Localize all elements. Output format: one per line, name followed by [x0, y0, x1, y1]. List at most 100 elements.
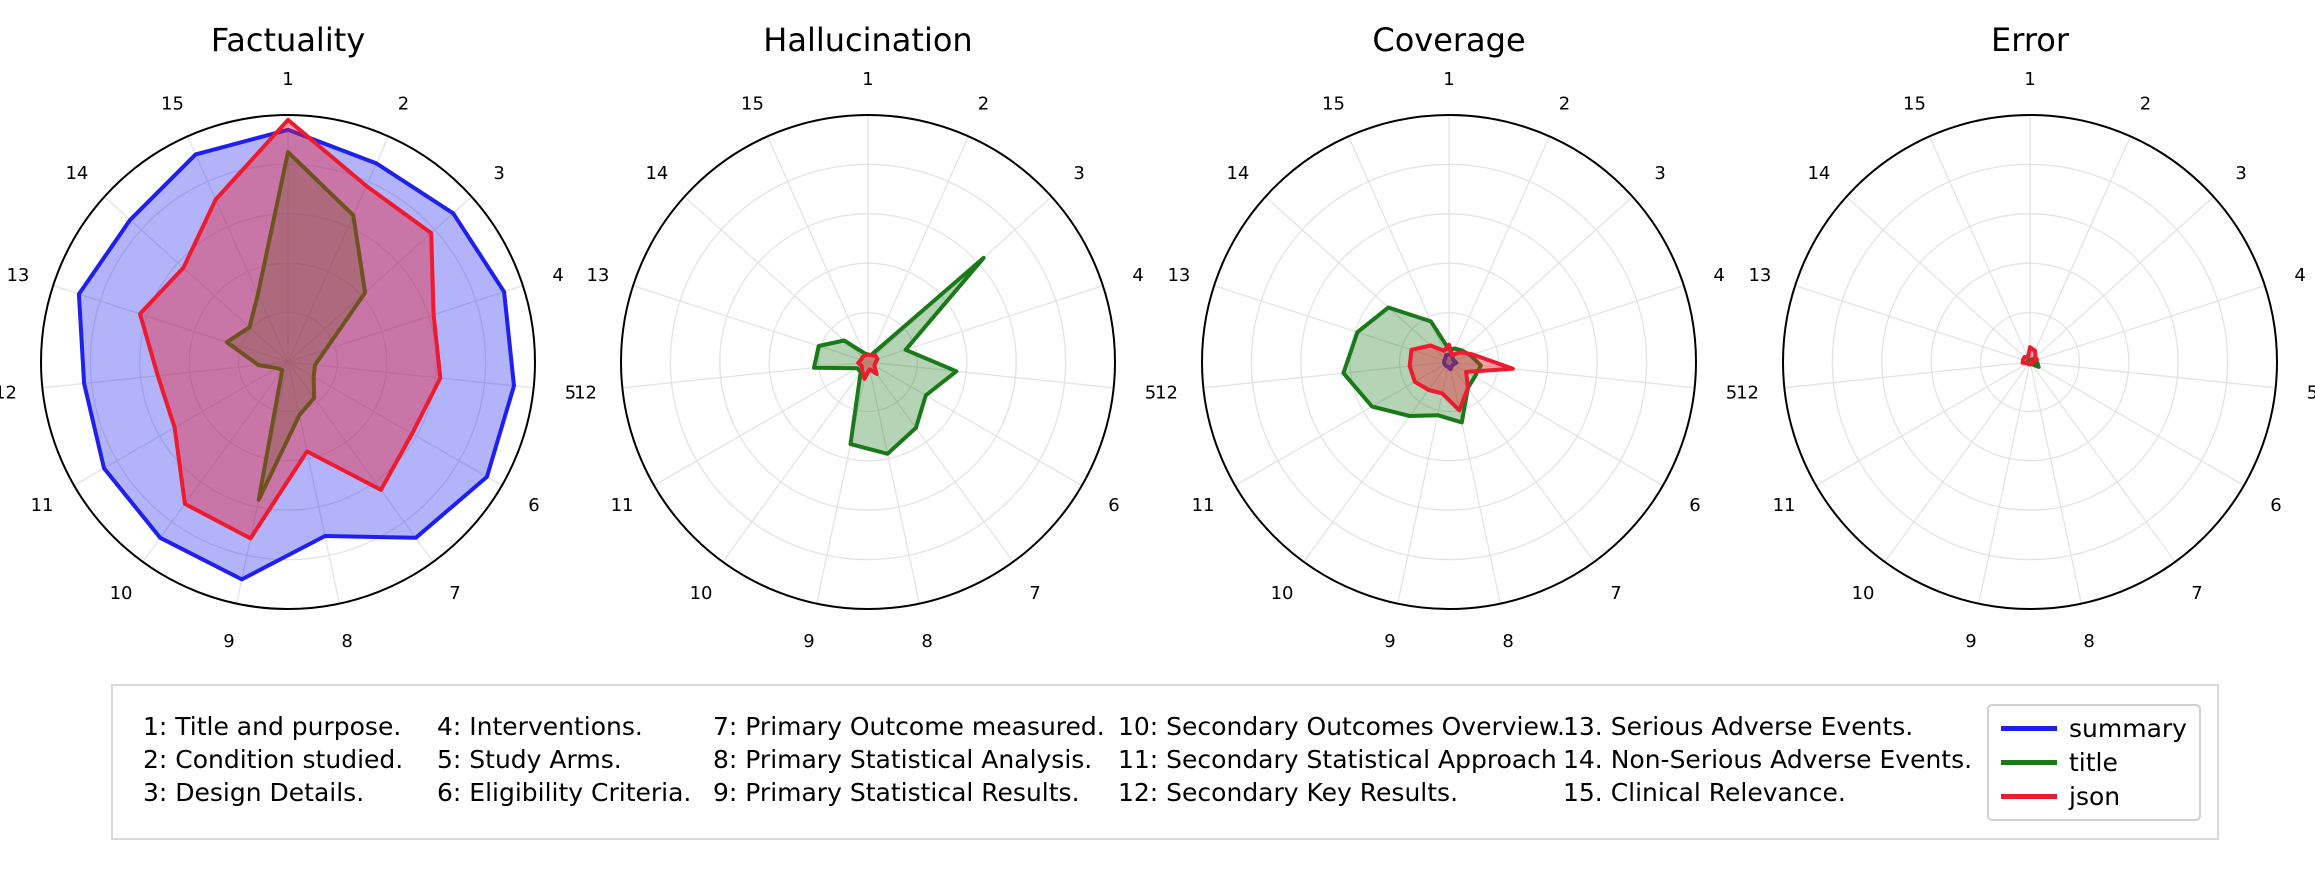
- axis-tick-label: 5: [1145, 383, 1156, 404]
- series-json-area: [856, 352, 880, 381]
- series-json-area: [1407, 342, 1515, 413]
- axis-tick-label: 1: [282, 69, 293, 90]
- grid-spoke: [1448, 361, 1501, 604]
- radar-outer-circle: [1201, 114, 1697, 610]
- axis-tick-label: 14: [645, 163, 668, 184]
- legend-label-json: json: [2069, 782, 2121, 811]
- axis-tick-label: 12: [574, 383, 597, 404]
- axis-tick-label: 15: [161, 94, 184, 115]
- axis-tick-label: 9: [223, 631, 234, 652]
- grid-spoke: [867, 361, 1114, 389]
- axis-tick-label: 11: [1192, 495, 1215, 516]
- key-item: 3: Design Details.: [143, 778, 365, 807]
- key-item: 13. Serious Adverse Events.: [1563, 712, 1914, 741]
- grid-spoke: [632, 285, 869, 363]
- key-column-2: 4: Interventions. 5: Study Arms. 6: Elig…: [437, 710, 691, 809]
- axis-tick-label: 2: [1559, 94, 1570, 115]
- grid-spoke: [2029, 361, 2245, 487]
- axis-tick-label: 13: [1167, 265, 1190, 286]
- axis-tick-label: 14: [1807, 163, 1830, 184]
- grid-spoke: [1448, 136, 1551, 363]
- grid-spoke: [1928, 136, 2031, 363]
- key-item: 7: Primary Outcome measured.: [713, 712, 1105, 741]
- grid-spoke: [1448, 196, 1633, 363]
- axis-tick-label: 10: [1852, 583, 1875, 604]
- legend-swatch-json: [2001, 794, 2057, 799]
- axis-tick-label: 15: [741, 94, 764, 115]
- axis-tick-label: 4: [552, 265, 563, 286]
- radar-outer-circle: [1782, 114, 2278, 610]
- key-item: 5: Study Arms.: [437, 745, 622, 774]
- axis-tick-label: 5: [1726, 383, 1737, 404]
- axis-tick-label: 14: [65, 163, 88, 184]
- grid-spoke: [2029, 361, 2176, 563]
- key-item: 9: Primary Statistical Results.: [713, 778, 1080, 807]
- grid-spoke: [1397, 361, 1450, 604]
- key-item: 2: Condition studied.: [143, 745, 404, 774]
- key-column-1: 1: Title and purpose. 2: Condition studi…: [143, 710, 403, 809]
- grid-spoke: [2029, 136, 2132, 363]
- radar-outer-circle: [620, 114, 1116, 610]
- axis-tick-label: 14: [1226, 163, 1249, 184]
- grid-spoke: [1303, 361, 1450, 563]
- key-column-5: 13. Serious Adverse Events. 14. Non-Seri…: [1563, 710, 1972, 809]
- axis-tick-label: 11: [1773, 495, 1796, 516]
- grid-spoke: [104, 196, 289, 363]
- axis-tick-label: 6: [528, 495, 539, 516]
- grid-spoke: [653, 361, 869, 487]
- axis-tick-label: 5: [565, 383, 576, 404]
- legend-label-title: title: [2069, 748, 2118, 777]
- grid-spoke: [2029, 285, 2266, 363]
- key-item: 8: Primary Statistical Analysis.: [713, 745, 1093, 774]
- grid-spoke: [867, 361, 920, 604]
- axis-tick-label: 3: [1654, 163, 1665, 184]
- axis-tick-label: 15: [1322, 94, 1345, 115]
- key-item: 4: Interventions.: [437, 712, 643, 741]
- series-title-area: [812, 255, 986, 456]
- chart-title: Coverage: [1372, 21, 1525, 59]
- grid-spoke: [1448, 361, 1595, 563]
- grid-spoke: [186, 136, 289, 363]
- axis-tick-label: 3: [2235, 163, 2246, 184]
- key-column-4: 10: Secondary Outcomes Overview. 11: Sec…: [1118, 710, 1565, 809]
- grid-spoke: [1448, 285, 1685, 363]
- axis-tick-label: 8: [2083, 631, 2094, 652]
- grid-spoke: [867, 361, 1083, 487]
- grid-spoke: [1265, 196, 1450, 363]
- axis-tick-label: 2: [398, 94, 409, 115]
- key-item: 11: Secondary Statistical Approach: [1118, 745, 1557, 774]
- grid-spoke: [867, 361, 1014, 563]
- legend-swatch-title: [2001, 760, 2057, 765]
- axis-tick-label: 4: [2294, 265, 2305, 286]
- axis-tick-label: 4: [1132, 265, 1143, 286]
- grid-spoke: [766, 136, 869, 363]
- axis-tick-label: 1: [2024, 69, 2035, 90]
- legend-label-summary: summary: [2069, 714, 2187, 743]
- axis-tick-label: 10: [110, 583, 133, 604]
- axis-tick-label: 4: [1713, 265, 1724, 286]
- axis-tick-label: 12: [1155, 383, 1178, 404]
- axis-tick-label: 7: [2191, 583, 2202, 604]
- axis-tick-label: 9: [1965, 631, 1976, 652]
- axis-tick-label: 9: [803, 631, 814, 652]
- grid-spoke: [287, 196, 472, 363]
- chart-title: Factuality: [211, 21, 365, 59]
- axis-tick-label: 3: [493, 163, 504, 184]
- axis-tick-label: 13: [1748, 265, 1771, 286]
- series-title-area: [224, 150, 368, 502]
- grid-spoke: [287, 361, 534, 389]
- axis-tick-label: 10: [690, 583, 713, 604]
- axis-tick-label: 13: [6, 265, 29, 286]
- grid-spoke: [684, 196, 869, 363]
- grid-spoke: [1784, 361, 2031, 389]
- axis-tick-label: 12: [1736, 383, 1759, 404]
- axis-tick-label: 7: [1029, 583, 1040, 604]
- axis-tick-label: 6: [1108, 495, 1119, 516]
- axis-tick-label: 2: [978, 94, 989, 115]
- axis-tick-label: 6: [2270, 495, 2281, 516]
- legend-swatch-summary: [2001, 726, 2057, 731]
